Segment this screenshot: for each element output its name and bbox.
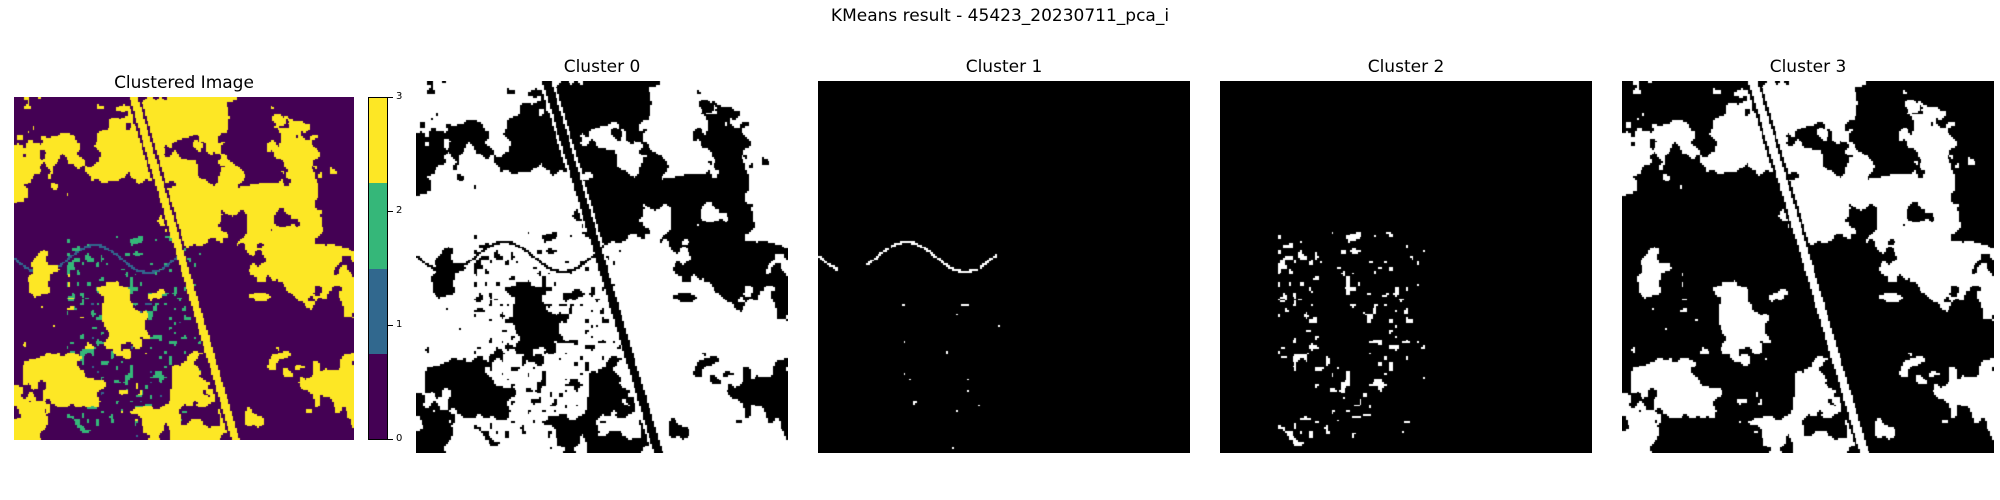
colorbar-tick-2 [388,211,393,212]
colorbar-label-3: 3 [396,91,403,102]
cluster-2-title: Cluster 2 [1367,57,1445,77]
colorbar-segment-1 [369,268,387,354]
cluster-1-image [818,81,1190,453]
colorbar-label-0: 0 [396,433,403,444]
colorbar-tick-0 [388,439,393,440]
cluster-1-title: Cluster 1 [965,57,1043,77]
colorbar-label-2: 2 [396,205,403,216]
cluster-3-title: Cluster 3 [1769,57,1847,77]
figure-title: KMeans result - 45423_20230711_pca_i [830,6,1170,26]
clustered-image-title: Clustered Image [114,73,254,93]
clustered-image [14,97,354,440]
colorbar-segment-2 [369,183,387,269]
colorbar-tick-3 [388,97,393,98]
colorbar [368,97,388,440]
colorbar-tick-1 [388,325,393,326]
cluster-0-title: Cluster 0 [563,57,641,77]
colorbar-segment-0 [369,353,387,439]
colorbar-segment-3 [369,98,387,184]
cluster-2-image [1220,81,1592,453]
cluster-3-image [1622,81,1994,453]
cluster-0-image [416,81,788,453]
colorbar-label-1: 1 [396,319,403,330]
